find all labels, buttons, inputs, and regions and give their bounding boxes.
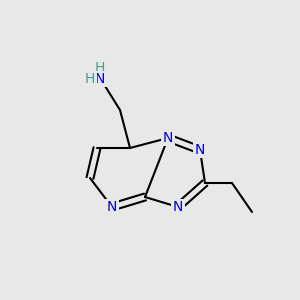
Text: H: H xyxy=(95,61,105,75)
Text: N: N xyxy=(163,131,173,145)
Text: N: N xyxy=(195,143,205,157)
Text: N: N xyxy=(173,200,183,214)
Text: N: N xyxy=(107,200,117,214)
Text: N: N xyxy=(95,72,105,86)
Text: H: H xyxy=(85,72,95,86)
